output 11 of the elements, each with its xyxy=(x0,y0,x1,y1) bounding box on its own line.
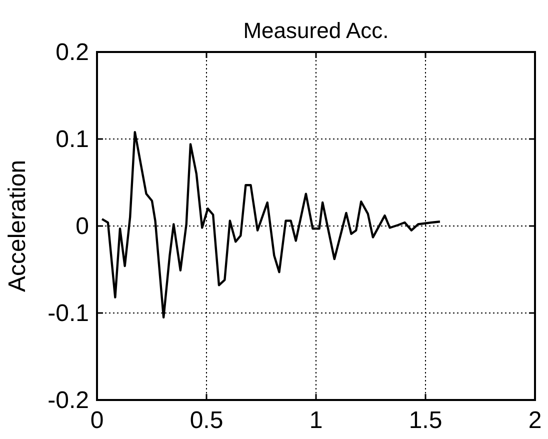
x-tick-label: 0.5 xyxy=(190,407,224,434)
y-tick-label: -0.1 xyxy=(48,300,89,327)
x-tick-label: 1.5 xyxy=(408,407,442,434)
chart-title: Measured Acc. xyxy=(243,18,389,43)
x-tick-label: 2 xyxy=(528,407,542,434)
y-tick-label: -0.2 xyxy=(48,387,89,414)
y-tick-label: 0 xyxy=(76,213,89,240)
y-tick-label: 0.1 xyxy=(56,126,89,153)
y-axis-title: Acceleration xyxy=(4,160,31,292)
x-tick-label: 1 xyxy=(309,407,323,434)
y-tick-label: 0.2 xyxy=(56,39,89,66)
